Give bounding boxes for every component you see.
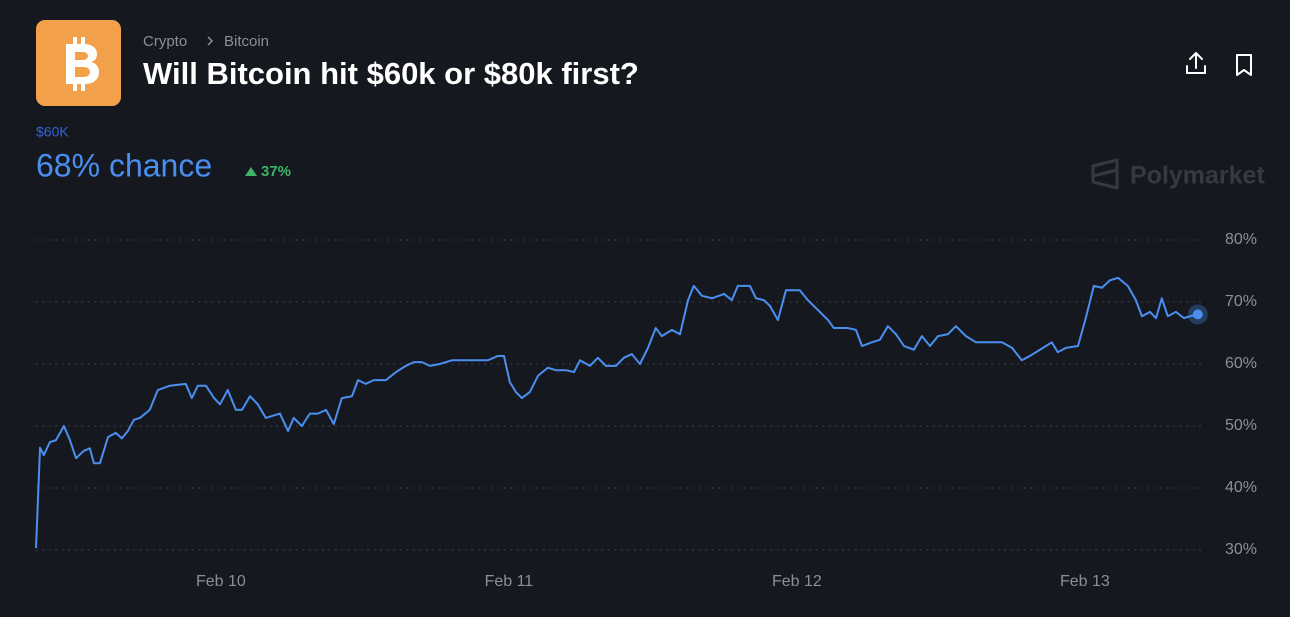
end-point bbox=[1192, 309, 1203, 320]
outcome-name: $60K bbox=[36, 124, 69, 140]
breadcrumb[interactable]: Bitcoin bbox=[224, 33, 269, 50]
y-tick-label: 30% bbox=[1225, 541, 1257, 558]
y-tick-label: 60% bbox=[1225, 355, 1257, 372]
bookmark-button[interactable] bbox=[1236, 54, 1252, 76]
share-button[interactable] bbox=[1186, 52, 1206, 74]
y-tick-label: 50% bbox=[1225, 417, 1257, 434]
y-tick-label: 40% bbox=[1225, 479, 1257, 496]
change-arrow bbox=[245, 167, 257, 176]
price-line bbox=[35, 276, 1199, 549]
outcome-change: 37% bbox=[261, 163, 291, 180]
watermark: Polymarket bbox=[1130, 162, 1265, 190]
x-tick-label: Feb 11 bbox=[485, 573, 534, 590]
x-tick-label: Feb 12 bbox=[772, 573, 822, 590]
y-tick-label: 70% bbox=[1225, 293, 1257, 310]
watermark-logo bbox=[1091, 158, 1119, 190]
y-tick-label: 80% bbox=[1225, 231, 1257, 248]
market-title: Will Bitcoin hit $60k or $80k first? bbox=[143, 56, 639, 91]
breadcrumb-separator bbox=[207, 36, 214, 46]
x-tick-label: Feb 13 bbox=[1060, 573, 1110, 590]
x-tick-label: Feb 10 bbox=[196, 573, 246, 590]
market-icon bbox=[36, 20, 121, 106]
outcome-chance: 68% chance bbox=[36, 147, 212, 183]
breadcrumb[interactable]: Crypto bbox=[143, 33, 187, 50]
